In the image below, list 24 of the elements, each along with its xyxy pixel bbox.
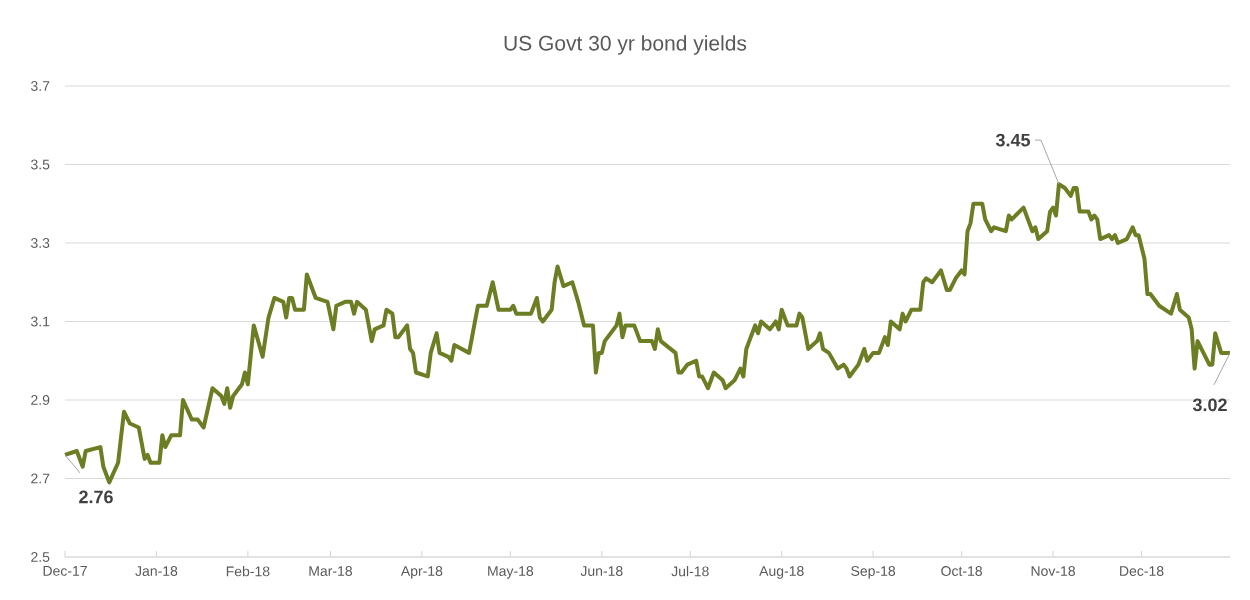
annotation: 3.02: [1192, 398, 1227, 412]
x-tick-label: Dec-17: [43, 566, 87, 576]
x-tick-label: Jan-18: [135, 566, 178, 576]
x-tick-label: Jul-18: [671, 566, 709, 577]
x-tick-label: Oct-18: [941, 566, 983, 576]
annotation: 3.45: [995, 133, 1031, 147]
y-tick-label: 3.5: [31, 159, 50, 170]
x-tick-label: May-18: [488, 566, 534, 579]
x-tick-label: Jun-18: [580, 566, 623, 576]
x-tick-label: Nov-18: [1031, 566, 1075, 576]
annotation: 2.76: [79, 490, 113, 504]
y-tick-label: 3.3: [31, 238, 50, 248]
x-tick-label: Apr-18: [400, 566, 443, 579]
y-tick-label: 2.7: [31, 473, 50, 484]
y-tick-label: 2.5: [31, 552, 50, 562]
x-tick-label: Sep-18: [851, 566, 896, 579]
x-tick-label: Mar-18: [309, 566, 353, 576]
y-tick-label: 2.9: [31, 395, 50, 405]
y-tick-label: 3.1: [31, 316, 50, 327]
chart-title: US Govt 30 yr bond yields: [504, 35, 747, 55]
x-tick-label: Dec-18: [1120, 566, 1164, 576]
x-tick-label: Aug-18: [759, 566, 804, 579]
y-tick-label: 3.7: [31, 81, 50, 91]
x-tick-label: Feb-18: [226, 566, 270, 577]
